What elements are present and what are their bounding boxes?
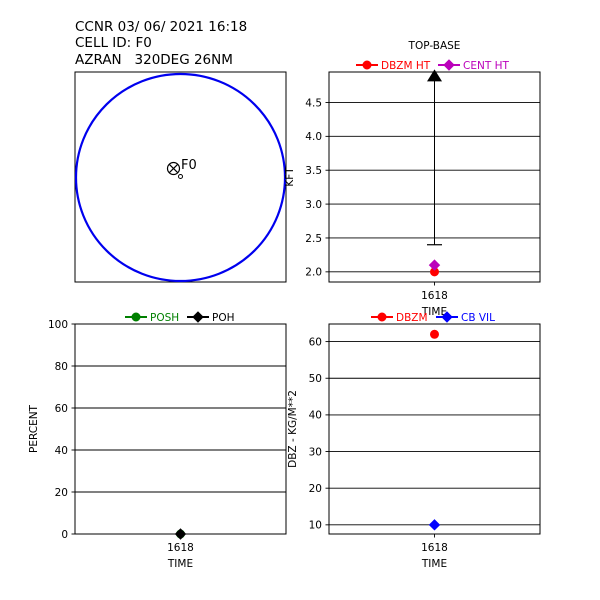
height-ytick-label-0: 2.0 bbox=[305, 267, 322, 279]
cell-id-label: F0 bbox=[181, 158, 197, 173]
height-ylabel: KFT bbox=[284, 167, 296, 187]
height-legend-0-label: DBZM HT bbox=[381, 60, 431, 72]
reflectivity-ytick-label-5: 60 bbox=[309, 336, 322, 348]
reflectivity-legend-0-marker bbox=[377, 312, 387, 322]
height-title: TOP-BASE bbox=[408, 40, 461, 52]
height-ytick-label-5: 4.5 bbox=[305, 97, 322, 109]
cell-centroid-cross-b bbox=[168, 163, 179, 174]
reflectivity-xlabel: TIME bbox=[421, 558, 447, 570]
hail-ytick-label-4: 80 bbox=[55, 361, 68, 373]
hail-series-1-point bbox=[174, 528, 187, 540]
hail-ytick-label-2: 40 bbox=[55, 445, 68, 457]
reflectivity-ytick-label-1: 20 bbox=[309, 483, 322, 495]
height-legend-0-marker bbox=[362, 60, 372, 70]
reflectivity-legend-1-label: CB VIL bbox=[461, 312, 495, 324]
hail-ytick-label-0: 0 bbox=[61, 529, 68, 541]
reflectivity-ytick-label-3: 40 bbox=[309, 410, 322, 422]
height-xlabel: TIME bbox=[421, 306, 447, 318]
height-legend-1-label: CENT HT bbox=[463, 60, 509, 72]
hail-legend-1-label: POH bbox=[212, 312, 235, 324]
hail-ytick-label-5: 100 bbox=[48, 319, 68, 331]
header-line-azran: AZRAN 320DEG 26NM bbox=[75, 52, 233, 68]
hail-legend-1-marker bbox=[192, 311, 204, 323]
reflectivity-ylabel: DBZ - KG/M**2 bbox=[287, 390, 299, 468]
height-ytick-label-3: 3.5 bbox=[305, 165, 322, 177]
reflectivity-ytick-label-4: 50 bbox=[309, 373, 322, 385]
hail-xtick-label: 1618 bbox=[167, 542, 194, 554]
hail-ytick-label-3: 60 bbox=[55, 403, 68, 415]
hail-frame bbox=[74, 323, 287, 535]
reflectivity-series-1-point bbox=[428, 519, 441, 531]
hail-xlabel: TIME bbox=[167, 558, 193, 570]
height-ytick-label-2: 3.0 bbox=[305, 199, 322, 211]
reflectivity-ytick-label-2: 30 bbox=[309, 446, 322, 458]
reflectivity-frame bbox=[328, 323, 541, 535]
height-legend-1-marker bbox=[443, 59, 455, 71]
reflectivity-ytick-label-0: 10 bbox=[309, 520, 322, 532]
hail-legend-0-marker bbox=[131, 312, 141, 322]
cell-forecast-marker bbox=[178, 174, 183, 179]
reflectivity-legend-1-marker bbox=[441, 311, 453, 323]
cell-centroid-marker bbox=[166, 161, 181, 176]
hail-legend-0-label: POSH bbox=[150, 312, 179, 324]
hail-ytick-label-1: 20 bbox=[55, 487, 68, 499]
height-ytick-label-1: 2.5 bbox=[305, 233, 322, 245]
height-series-1-point bbox=[428, 259, 441, 271]
height-ytick-label-4: 4.0 bbox=[305, 131, 322, 143]
reflectivity-legend-0-label: DBZM bbox=[396, 312, 428, 324]
height-top-triangle bbox=[427, 69, 442, 82]
reflectivity-series-0-point bbox=[430, 329, 439, 339]
reflectivity-xtick-label: 1618 bbox=[421, 542, 448, 554]
header-line-date: CCNR 03/ 06/ 2021 16:18 bbox=[75, 19, 248, 35]
header-line-cell-id: CELL ID: F0 bbox=[75, 35, 152, 51]
storm-boundary-circle bbox=[74, 72, 287, 283]
height-xtick-label: 1618 bbox=[421, 290, 448, 302]
hail-ylabel: PERCENT bbox=[28, 404, 40, 453]
